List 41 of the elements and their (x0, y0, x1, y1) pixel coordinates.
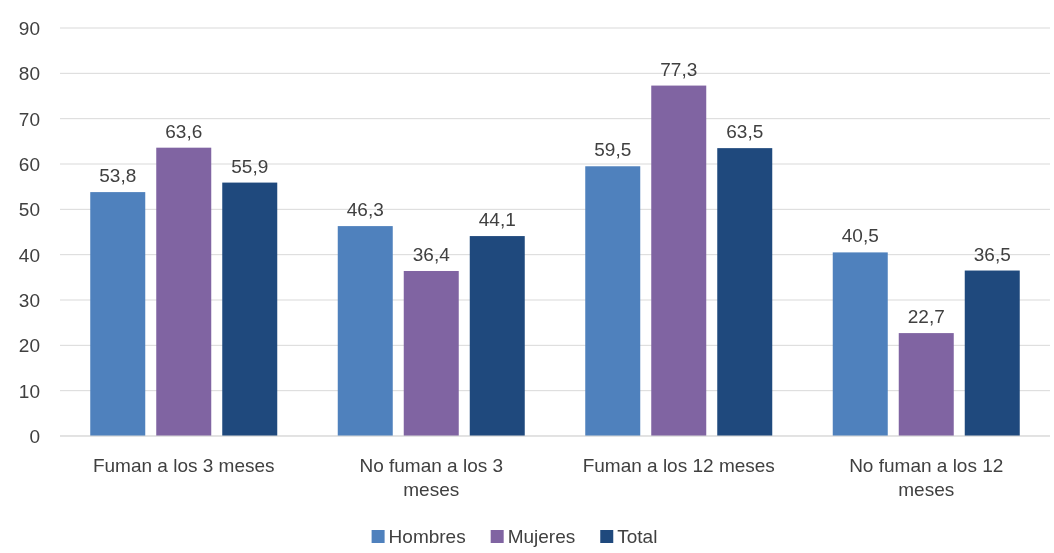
legend-label: Mujeres (507, 526, 576, 547)
y-tick-label: 10 (18, 380, 40, 402)
bar (964, 270, 1020, 436)
data-label: 22,7 (907, 306, 945, 328)
bar (717, 148, 773, 436)
y-tick-label: 60 (18, 154, 40, 175)
bar (403, 270, 459, 436)
bar (651, 85, 707, 436)
bar (898, 333, 954, 436)
bar (156, 147, 212, 436)
x-tick-label: Fuman a los 12 meses (582, 455, 775, 476)
y-tick-label: 30 (18, 290, 40, 311)
y-tick-label: 0 (29, 426, 40, 447)
bar (90, 192, 146, 436)
y-tick-label: 90 (18, 18, 40, 39)
y-tick-label: 20 (18, 335, 40, 357)
data-label: 36,4 (412, 243, 451, 265)
data-label: 55,9 (231, 155, 269, 177)
x-tick-label: Fuman a los 3 meses (92, 455, 275, 476)
y-tick-label: 70 (18, 108, 40, 130)
x-tick-label: No fuman a los 3 meses (359, 455, 504, 500)
bar (585, 166, 641, 436)
y-tick-label: 80 (18, 63, 40, 85)
data-label: 59,5 (594, 139, 632, 161)
bar (222, 182, 278, 436)
legend-label: Hombres (388, 526, 466, 547)
data-label: 46,3 (346, 199, 384, 221)
data-label: 40,5 (841, 225, 879, 247)
data-label: 53,8 (99, 165, 137, 187)
data-label: 63,6 (165, 120, 203, 142)
data-label: 44,1 (478, 209, 516, 231)
data-label: 63,5 (726, 121, 764, 143)
data-label: 77,3 (660, 58, 698, 80)
y-tick-label: 50 (18, 199, 40, 221)
bar (832, 252, 888, 436)
bar (469, 236, 525, 436)
x-tick-label: No fuman a los 12 meses (849, 455, 1004, 500)
bar (337, 226, 393, 436)
y-tick-label: 40 (18, 244, 40, 266)
data-label: 36,5 (973, 243, 1011, 265)
legend-label: Total (617, 526, 658, 547)
